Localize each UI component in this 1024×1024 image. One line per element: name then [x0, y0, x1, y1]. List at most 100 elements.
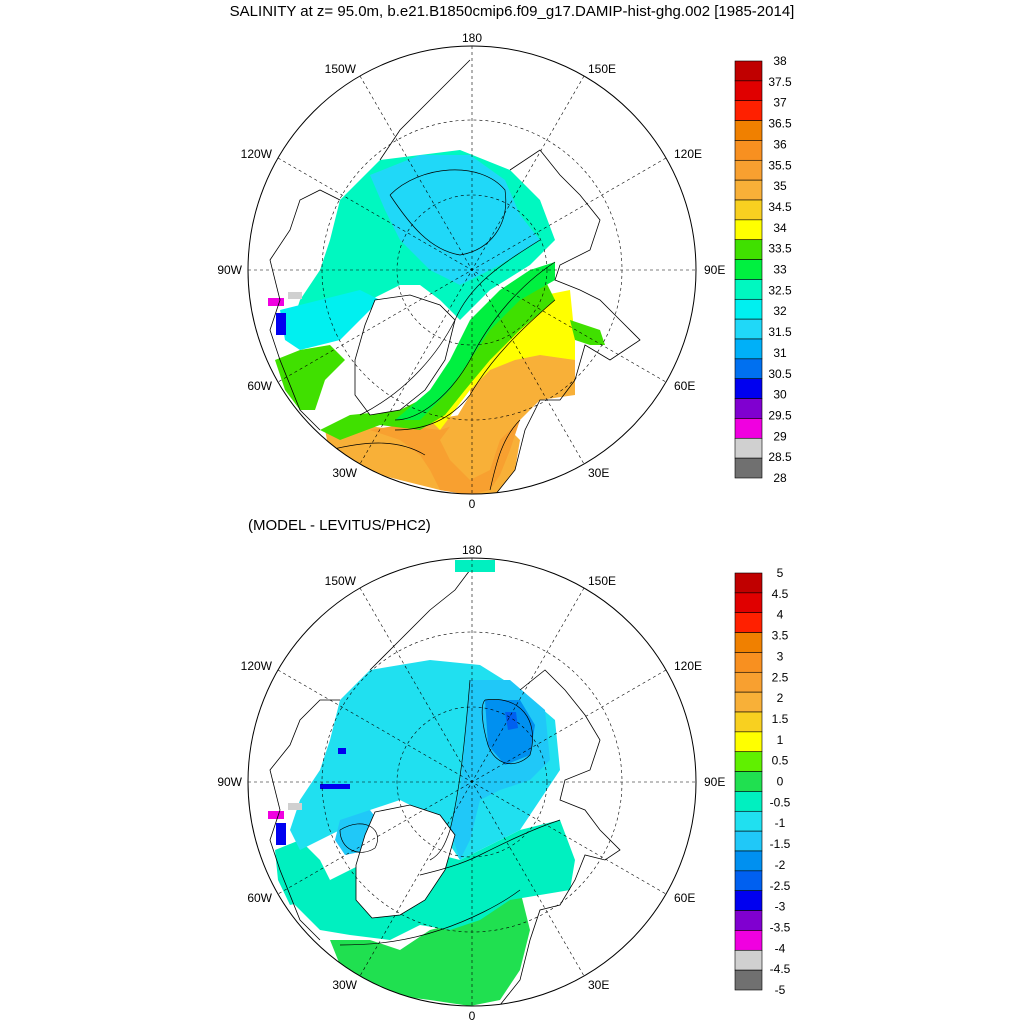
lon-label-150w: 150W: [325, 574, 357, 588]
difference-colorbar-tick-label: -3: [775, 900, 786, 914]
salinity-colorbar-tick-label: 37: [773, 96, 787, 110]
salinity-colorbar-swatch: [734, 259, 763, 280]
salinity-colorbar-swatch: [734, 437, 763, 459]
plot-title: SALINITY at z= 95.0m, b.e21.B1850cmip6.f…: [229, 3, 795, 20]
graticule: [248, 558, 696, 1006]
lon-label-0: 0: [469, 1009, 476, 1023]
lon-label-120e: 120E: [674, 659, 702, 673]
greenland: [354, 294, 456, 416]
region-salinity-335-kara: [570, 320, 605, 345]
salinity-colorbar-tick-label: 31: [773, 346, 787, 360]
difference-colorbar-tick-label: -4: [775, 941, 786, 955]
difference-colorbar-swatch: [734, 632, 763, 653]
salinity-colorbar-swatch: [734, 199, 763, 221]
difference-colorbar-swatch: [734, 731, 763, 753]
difference-colorbar-swatch: [734, 870, 763, 892]
salinity-colorbar-tick-label: 29.5: [768, 408, 792, 422]
salinity-colorbar-tick-label: 34.5: [768, 200, 792, 214]
difference-colorbar-swatch: [734, 691, 763, 713]
coastline: [494, 149, 641, 494]
contour-line: [359, 239, 541, 416]
salinity-colorbar-swatch: [734, 279, 763, 300]
difference-colorbar-tick-label: -1.5: [770, 837, 791, 851]
map-boundary: [247, 557, 697, 1007]
lon-label-90w: 90W: [217, 775, 242, 789]
salinity-colorbar-swatch: [734, 457, 763, 479]
lon-label-0: 0: [469, 497, 476, 511]
map-boundary: [247, 45, 697, 495]
lon-label-90e: 90E: [704, 263, 725, 277]
difference-colorbar-swatch: [734, 751, 763, 772]
lon-label-30e: 30E: [588, 466, 609, 480]
difference-colorbar-swatch: [734, 711, 763, 733]
salinity-colorbar-swatch: [734, 120, 763, 141]
difference-colorbar-swatch: [734, 572, 763, 594]
contour-line: [394, 261, 556, 421]
lon-label-120w: 120W: [241, 659, 273, 673]
salinity-colorbar-swatch: [734, 179, 763, 201]
difference-colorbar-tick-label: 4.5: [772, 587, 789, 601]
patch-salinity-31: [276, 313, 286, 335]
lon-label-30w: 30W: [332, 466, 357, 480]
difference-colorbar-swatch: [734, 771, 763, 792]
difference-colorbar-tick-label: 0: [777, 775, 784, 789]
patch-diff-neg3-hudson: [338, 748, 346, 754]
salinity-colorbar-tick-label: 32.5: [768, 283, 792, 297]
difference-colorbar-tick-label: -0.5: [770, 795, 791, 809]
salinity-colorbar-swatch: [734, 318, 763, 340]
contour-line: [389, 169, 507, 256]
lon-label-150w: 150W: [325, 62, 357, 76]
difference-map: 180 0 90W 90E 150W 150E 120W 120E 60W 60…: [217, 543, 725, 1023]
patch-salinity-295: [268, 298, 284, 306]
difference-colorbar-tick-label: 2.5: [772, 670, 789, 684]
region-salinity-345: [430, 290, 575, 430]
salinity-map: 180 0 90W 90E 150W 150E 120W 120E 60W 60…: [217, 31, 725, 511]
salinity-colorbar-tick-label: 36: [773, 137, 787, 151]
difference-colorbar-swatch: [734, 890, 763, 911]
salinity-colorbar-tick-label: 30: [773, 388, 787, 402]
salinity-colorbar-tick-label: 35.5: [768, 158, 792, 172]
lon-label-180: 180: [462, 543, 482, 557]
difference-colorbar-tick-label: 5: [777, 566, 784, 580]
lon-label-60w: 60W: [247, 379, 272, 393]
contour-line: [481, 699, 533, 765]
difference-subtitle: (MODEL - LEVITUS/PHC2): [248, 517, 431, 534]
difference-colorbar-swatch: [734, 652, 763, 673]
region-diff-neg2: [485, 700, 535, 765]
salinity-colorbar-swatch: [734, 239, 763, 260]
patch-diff-neg45: [288, 803, 302, 810]
contour-line: [419, 819, 561, 876]
lon-label-90w: 90W: [217, 263, 242, 277]
salinity-colorbar-tick-label: 38: [773, 54, 787, 68]
lon-label-180: 180: [462, 31, 482, 45]
lon-label-60e: 60E: [674, 891, 695, 905]
difference-colorbar-swatch: [734, 910, 763, 931]
region-salinity-315: [390, 165, 505, 255]
salinity-colorbar-tick-label: 34: [773, 221, 787, 235]
salinity-colorbar-swatch: [734, 140, 763, 161]
difference-colorbar-tick-label: -2.5: [770, 879, 791, 893]
salinity-colorbar-tick-label: 28: [773, 471, 787, 485]
salinity-colorbar-tick-label: 30.5: [768, 367, 792, 381]
salinity-colorbar-swatch: [734, 338, 763, 360]
greenland: [355, 804, 456, 919]
difference-colorbar-tick-label: 0.5: [772, 754, 789, 768]
coastline: [499, 669, 621, 1006]
salinity-colorbar-swatch: [734, 80, 763, 102]
difference-colorbar-swatch: [734, 671, 763, 693]
coastline: [379, 59, 471, 161]
difference-colorbar-tick-label: 1.5: [772, 712, 789, 726]
salinity-colorbar-swatch: [734, 358, 763, 380]
salinity-colorbar-swatch: [734, 60, 763, 82]
difference-colorbar-tick-label: -4.5: [770, 962, 791, 976]
lon-label-60w: 60W: [247, 891, 272, 905]
graticule: [248, 46, 696, 494]
region-salinity-33: [395, 262, 555, 420]
patch-diff-north: [455, 560, 495, 572]
salinity-colorbar-swatch: [734, 159, 763, 181]
contour-line: [429, 679, 471, 861]
salinity-colorbar-tick-label: 28.5: [768, 450, 792, 464]
salinity-colorbar-tick-label: 36.5: [768, 117, 792, 131]
lon-label-30w: 30W: [332, 978, 357, 992]
patch-diff-neg3: [276, 823, 286, 845]
